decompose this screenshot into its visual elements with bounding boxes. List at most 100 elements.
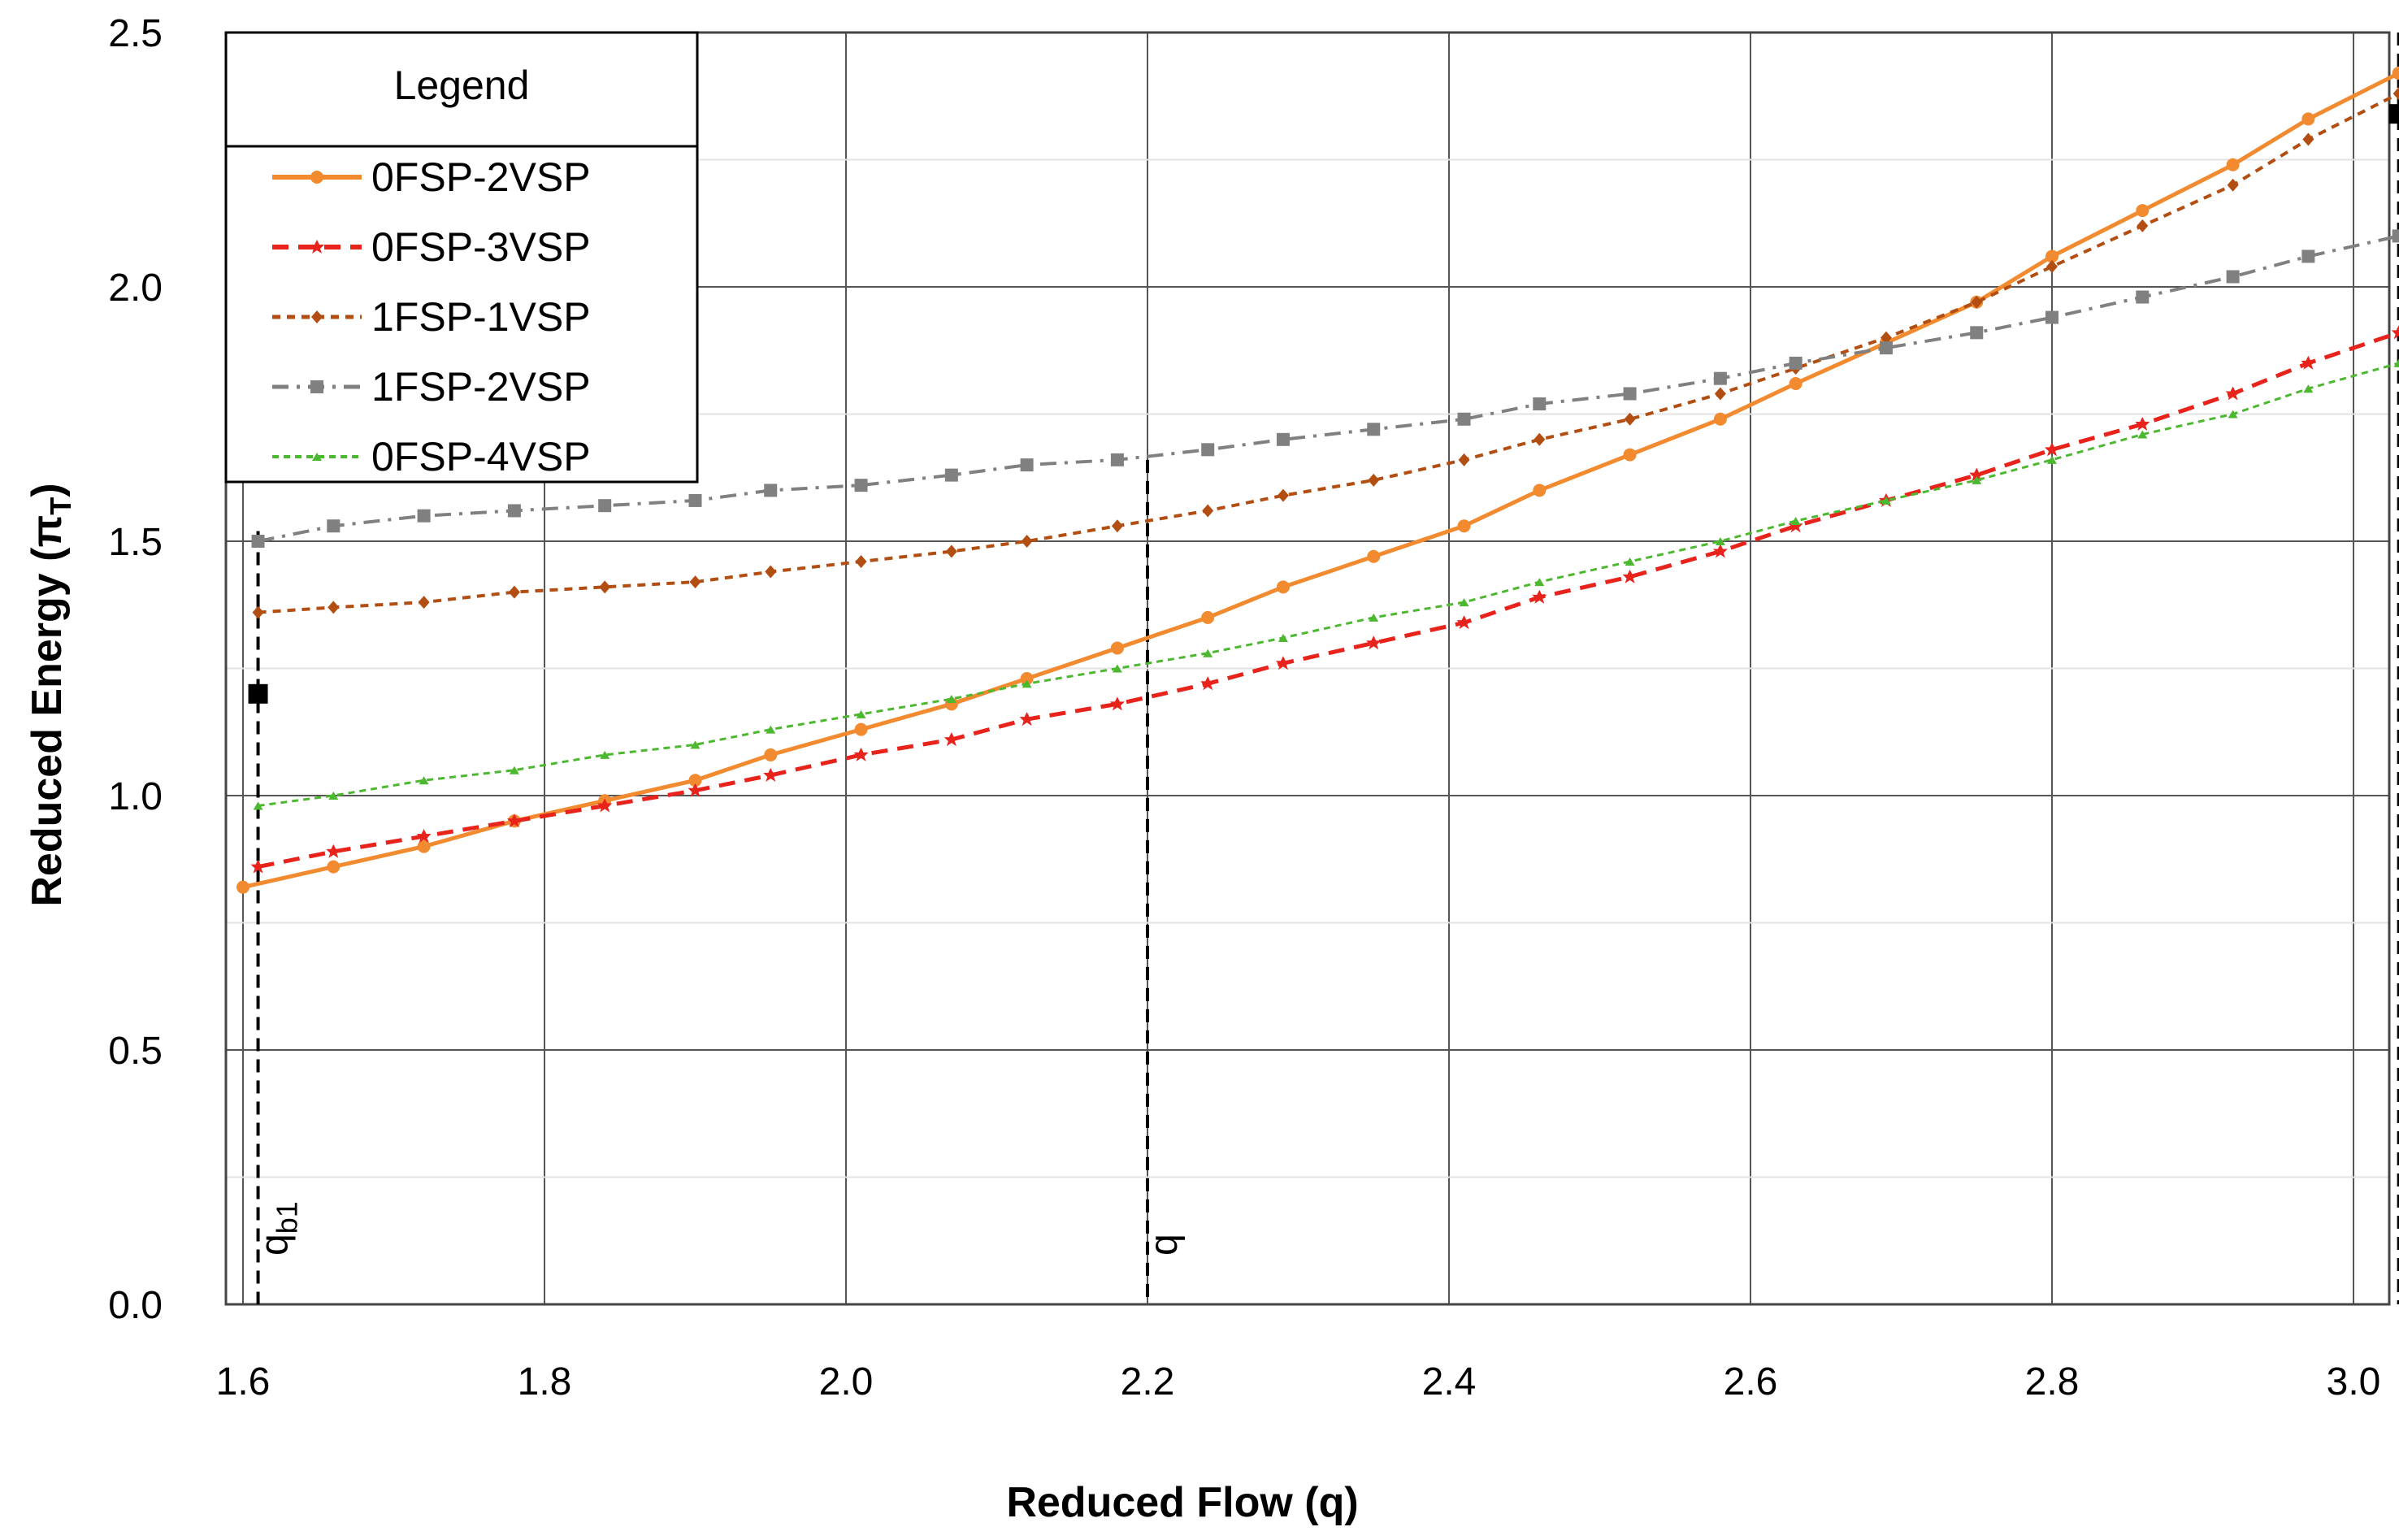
data-point-0FSP-3VSP xyxy=(763,767,779,782)
data-point-0FSP-2VSP xyxy=(764,748,778,761)
legend-label: 1FSP-1VSP xyxy=(371,294,591,340)
data-point-1FSP-2VSP xyxy=(688,493,702,507)
data-point-1FSP-1VSP xyxy=(1880,331,1892,345)
data-point-1FSP-2VSP xyxy=(507,504,521,518)
data-point-0FSP-3VSP xyxy=(597,798,613,813)
y-tick-label: 0.0 xyxy=(108,1284,163,1327)
legend-item-0FSP-4VSP: 0FSP-4VSP xyxy=(272,434,591,479)
reference-line-label-1: q xyxy=(1143,1234,1186,1256)
series-line-0FSP-4VSP xyxy=(258,362,2399,807)
legend: Legend 0FSP-2VSP 0FSP-3VSP 1FSP-1VSP 1FSP-2… xyxy=(224,31,699,484)
data-point-1FSP-2VSP xyxy=(1789,356,1803,370)
legend-item-0FSP-3VSP: 0FSP-3VSP xyxy=(272,224,591,270)
legend-label: 0FSP-4VSP xyxy=(371,434,591,479)
series-1FSP-1VSP xyxy=(252,87,2399,619)
data-point-0FSP-2VSP xyxy=(688,774,702,787)
data-point-0FSP-2VSP xyxy=(2392,67,2399,80)
data-point-1FSP-2VSP xyxy=(1020,458,1034,472)
series-line-0FSP-2VSP xyxy=(242,71,2399,890)
data-point-0FSP-2VSP xyxy=(1367,549,1381,563)
plot-area-border xyxy=(224,31,2391,1306)
data-point-0FSP-3VSP xyxy=(1712,544,1728,558)
data-point-0FSP-3VSP xyxy=(1019,712,1035,727)
legend-items: 0FSP-2VSP 0FSP-3VSP 1FSP-1VSP 1FSP-2VSP 0FSP… xyxy=(272,154,591,479)
data-point-1FSP-1VSP xyxy=(1202,504,1214,518)
data-point-0FSP-2VSP xyxy=(2045,249,2058,263)
data-point-0FSP-4VSP xyxy=(856,709,866,718)
data-point-1FSP-2VSP xyxy=(251,535,265,548)
reference-line-label-0: qb1 xyxy=(254,1201,304,1256)
data-point-1FSP-2VSP xyxy=(327,519,341,533)
data-point-1FSP-1VSP xyxy=(2227,178,2239,192)
data-point-1FSP-2VSP xyxy=(1457,412,1471,426)
x-tick-label: 3.0 xyxy=(2327,1360,2381,1403)
y-axis-title-close: ) xyxy=(24,483,71,497)
legend-box xyxy=(224,31,699,484)
reference-line-label-sub: b1 xyxy=(271,1201,304,1234)
data-point-0FSP-4VSP xyxy=(2393,358,2399,367)
data-point-1FSP-2VSP xyxy=(1533,397,1547,410)
y-tick-label: 1.0 xyxy=(108,775,163,818)
data-point-1FSP-2VSP xyxy=(2392,229,2399,243)
data-point-0FSP-3VSP xyxy=(853,747,869,761)
data-point-1FSP-1VSP xyxy=(2302,132,2314,146)
data-point-1FSP-1VSP xyxy=(599,580,611,594)
y-tick-label: 1.5 xyxy=(108,521,163,564)
data-point-1FSP-1VSP xyxy=(1534,432,1546,446)
legend-swatch-marker xyxy=(312,453,322,461)
x-tick-label: 2.8 xyxy=(2025,1360,2080,1403)
data-point-1FSP-1VSP xyxy=(1458,453,1470,466)
data-point-0FSP-4VSP xyxy=(2303,384,2314,393)
data-point-1FSP-1VSP xyxy=(1624,412,1636,426)
data-point-1FSP-1VSP xyxy=(2046,259,2058,273)
x-tick-label: 1.6 xyxy=(216,1360,271,1403)
x-tick-label: 2.4 xyxy=(1422,1360,1477,1403)
data-point-1FSP-2VSP xyxy=(764,484,778,497)
data-point-0FSP-4VSP xyxy=(1203,649,1213,657)
data-point-1FSP-2VSP xyxy=(2301,249,2315,263)
data-point-0FSP-3VSP xyxy=(416,829,432,844)
data-point-1FSP-2VSP xyxy=(1713,371,1727,385)
data-point-1FSP-2VSP xyxy=(2045,310,2058,324)
data-point-0FSP-3VSP xyxy=(1622,569,1638,583)
boundary-marker-0 xyxy=(248,683,268,704)
data-point-1FSP-2VSP xyxy=(1367,423,1381,436)
legend-item-1FSP-2VSP: 1FSP-2VSP xyxy=(272,364,591,410)
legend-label: 1FSP-2VSP xyxy=(371,364,591,410)
data-point-0FSP-4VSP xyxy=(600,750,610,759)
data-point-1FSP-1VSP xyxy=(945,544,957,558)
legend-swatch-marker xyxy=(310,171,323,184)
data-point-0FSP-4VSP xyxy=(766,725,776,734)
x-tick-label: 2.0 xyxy=(819,1360,874,1403)
data-point-0FSP-3VSP xyxy=(1109,696,1125,711)
data-point-0FSP-2VSP xyxy=(1533,484,1547,497)
series-line-0FSP-3VSP xyxy=(258,330,2399,870)
x-axis-ticks: 1.6 1.8 2.0 2.2 2.4 2.6 2.8 3.0 xyxy=(216,1360,2381,1403)
data-point-1FSP-2VSP xyxy=(2136,290,2150,304)
data-point-0FSP-4VSP xyxy=(1534,578,1545,587)
data-point-1FSP-1VSP xyxy=(1714,387,1726,401)
data-point-0FSP-2VSP xyxy=(1789,376,1803,390)
y-axis-title: Reduced Energy (πT) xyxy=(24,483,77,906)
data-point-1FSP-2VSP xyxy=(598,499,612,513)
data-point-0FSP-4VSP xyxy=(1972,475,1982,484)
data-point-1FSP-2VSP xyxy=(1201,443,1215,457)
data-point-1FSP-2VSP xyxy=(1623,387,1637,401)
data-point-1FSP-2VSP xyxy=(1276,432,1290,446)
series-0FSP-4VSP xyxy=(253,358,2399,810)
data-point-1FSP-1VSP xyxy=(1021,535,1033,548)
data-point-1FSP-1VSP xyxy=(1971,295,1983,309)
legend-item-1FSP-1VSP: 1FSP-1VSP xyxy=(272,294,591,340)
legend-title: Legend xyxy=(394,63,530,108)
data-point-0FSP-2VSP xyxy=(2226,158,2240,171)
y-axis-title-sub: T xyxy=(44,497,77,515)
data-point-0FSP-3VSP xyxy=(2045,442,2059,457)
data-point-0FSP-3VSP xyxy=(1200,676,1216,691)
data-point-1FSP-1VSP xyxy=(1111,519,1123,533)
data-point-1FSP-1VSP xyxy=(1277,488,1289,502)
data-point-0FSP-2VSP xyxy=(1457,519,1471,533)
data-point-0FSP-2VSP xyxy=(236,880,249,894)
data-point-0FSP-2VSP xyxy=(2301,112,2315,126)
data-point-1FSP-1VSP xyxy=(1368,473,1380,487)
data-point-1FSP-2VSP xyxy=(417,509,431,523)
